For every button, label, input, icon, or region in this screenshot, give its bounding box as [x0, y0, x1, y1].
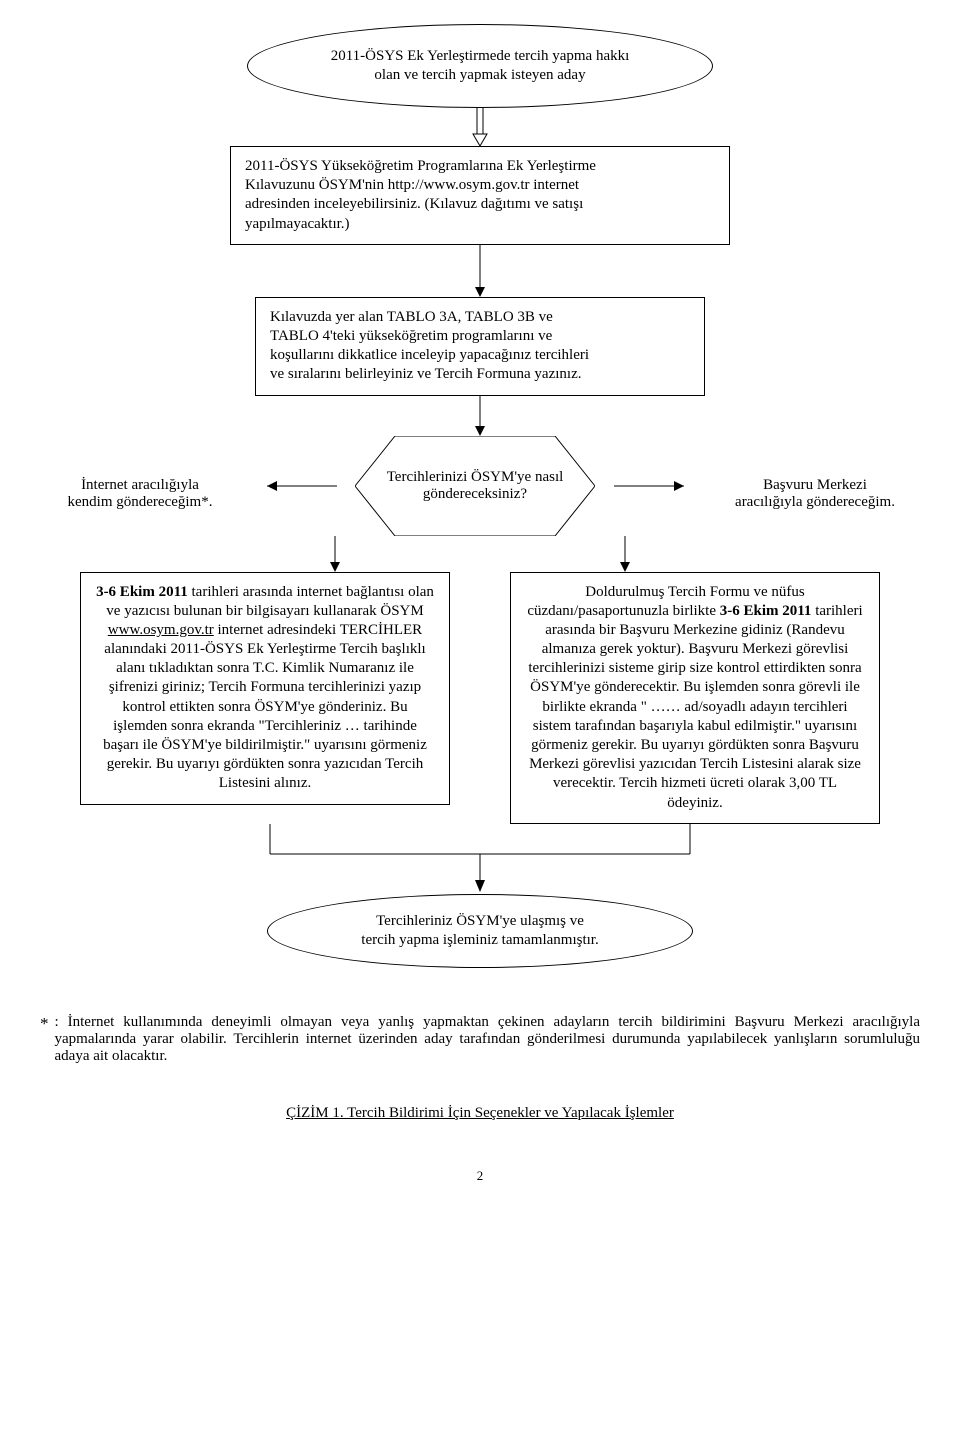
- box-internet-gonderim: 3-6 Ekim 2011 tarihleri arasında interne…: [80, 572, 450, 805]
- connector-box1-to-box2: [474, 245, 486, 297]
- decision-node: Tercihlerinizi ÖSYM'ye nasıl göndereceks…: [355, 436, 595, 536]
- box-right-text: Doldurulmuş Tercih Formu ve nüfus cüzdan…: [527, 584, 862, 811]
- footnote-text: : İnternet kullanımında deneyimli olmaya…: [55, 1014, 921, 1065]
- connector-decision-left: [267, 476, 337, 496]
- branch-label-left: İnternet aracılığıyla kendim göndereceği…: [40, 460, 248, 511]
- connector-right-down: [619, 536, 631, 572]
- box-kilavuz-inceleme: 2011-ÖSYS Yükseköğretim Programlarına Ek…: [230, 146, 730, 245]
- footnote-marker: *: [40, 1014, 49, 1065]
- branch-label-right: Başvuru Merkezi aracılığıyla göndereceği…: [702, 460, 920, 511]
- box-tablo-inceleme: Kılavuzda yer alan TABLO 3A, TABLO 3B ve…: [255, 297, 705, 396]
- page-number: 2: [40, 1168, 920, 1184]
- end-node: Tercihleriniz ÖSYM'ye ulaşmış ve tercih …: [267, 894, 693, 968]
- connector-box2-to-decision: [474, 396, 486, 436]
- caption-text: ÇİZİM 1. Tercih Bildirimi İçin Seçenekle…: [286, 1105, 674, 1121]
- box-left-text: 3-6 Ekim 2011 tarihleri arasında interne…: [96, 584, 434, 792]
- box1-text: 2011-ÖSYS Yükseköğretim Programlarına Ek…: [245, 158, 596, 232]
- label-right-text: Başvuru Merkezi aracılığıyla göndereceği…: [735, 477, 895, 510]
- connector-start-to-box1: [470, 108, 490, 146]
- footnote: * : İnternet kullanımında deneyimli olma…: [40, 1014, 920, 1065]
- box2-text: Kılavuzda yer alan TABLO 3A, TABLO 3B ve…: [270, 309, 589, 383]
- connector-merge: [110, 824, 850, 894]
- start-node-text: 2011-ÖSYS Ek Yerleştirmede tercih yapma …: [331, 47, 630, 85]
- connector-left-down: [329, 536, 341, 572]
- figure-caption: ÇİZİM 1. Tercih Bildirimi İçin Seçenekle…: [40, 1105, 920, 1122]
- decision-text: Tercihlerinizi ÖSYM'ye nasıl göndereceks…: [387, 469, 564, 503]
- end-node-text: Tercihleriniz ÖSYM'ye ulaşmış ve tercih …: [361, 912, 598, 950]
- start-node: 2011-ÖSYS Ek Yerleştirmede tercih yapma …: [247, 24, 713, 108]
- connector-decision-right: [614, 476, 684, 496]
- box-basvuru-merkezi: Doldurulmuş Tercih Formu ve nüfus cüzdan…: [510, 572, 880, 824]
- label-left-text: İnternet aracılığıyla kendim göndereceği…: [68, 477, 213, 510]
